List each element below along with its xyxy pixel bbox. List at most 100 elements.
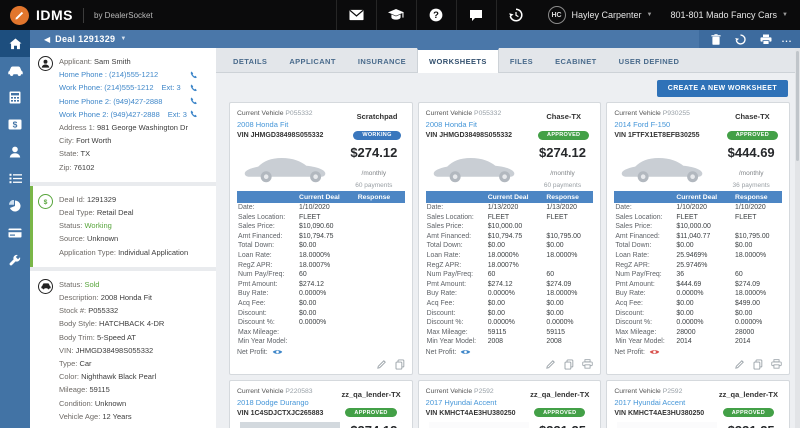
deal-table-row: Loan Rate: 18.0000% 18.0000% [426,251,594,261]
tab-applicant[interactable]: APPLICANT [289,56,336,66]
column-current-deal: Current Deal [676,193,718,201]
nav-home-icon[interactable] [0,30,30,57]
vehicle-link[interactable]: 2014 Ford F-150 [614,120,671,129]
field-row: Condition: Unknown [59,397,210,410]
copy-worksheet-icon[interactable] [395,359,405,370]
scrollbar[interactable] [795,48,800,428]
deal-main-area: DETAILS APPLICANT INSURANCE WORKSHEETS FILES… [216,48,800,428]
help-icon[interactable]: ? [415,0,456,30]
nav-tools-icon[interactable] [0,246,30,273]
tab-worksheets[interactable]: WORKSHEETS [417,48,499,73]
tab-user-defined[interactable]: USER DEFINED [618,56,680,66]
current-deal-value: 0.0000% [487,319,515,327]
tab-ecabinet[interactable]: ECABINET [555,56,597,66]
vehicle-link[interactable]: 2008 Honda Fit [425,120,477,129]
copy-worksheet-icon[interactable] [753,359,763,370]
net-profit-row: Net Profit: [426,347,594,358]
vehicle-image [237,422,343,428]
create-worksheet-button[interactable]: CREATE A NEW WORKSHEET [656,80,788,97]
vehicle-image [614,422,720,428]
phone-icon[interactable] [190,71,198,79]
edit-worksheet-icon[interactable] [546,359,556,370]
edit-worksheet-icon[interactable] [376,359,387,370]
nav-reports-icon[interactable] [0,192,30,219]
current-vehicle-label: Current Vehicle [237,387,284,395]
vehicle-link[interactable]: 2017 Hyundai Accent [614,397,686,407]
column-current-deal: Current Deal [487,193,529,201]
more-actions-icon[interactable]: ... [781,34,793,44]
response-value [546,222,593,232]
current-vehicle-label: Current Vehicle [237,110,284,117]
deal-table-row: Buy Rate: 0.0000% 18.0000% [614,289,782,299]
print-deal-icon[interactable] [753,30,778,48]
phone-row[interactable]: Work Phone 2: (949)427-2888 Ext: 3 [59,108,210,121]
scrollbar-thumb[interactable] [796,51,799,161]
net-profit-eye-icon[interactable] [460,348,471,356]
deal-table-row: Acq Fee: $0.00 $499.00 [614,299,782,309]
nav-billing-icon[interactable] [0,219,30,246]
card-vehicle-info: Current Vehicle P2592 2017 Hyundai Accen… [614,387,704,419]
nav-payments-icon[interactable]: $ [0,111,30,138]
vehicle-link[interactable]: 2008 Honda Fit [237,120,289,129]
vin-text: VIN JHMGD38498S055332 [237,132,324,139]
dealership-menu[interactable]: 801-801 Mado Fancy Cars ▼ [664,10,800,20]
delete-deal-icon[interactable] [703,30,728,48]
phone-icon[interactable] [190,110,198,118]
deal-tabs: DETAILS APPLICANT INSURANCE WORKSHEETS FILES… [216,48,800,73]
edit-worksheet-icon[interactable] [735,359,745,370]
phone-row[interactable]: Home Phone 2: (949)427-2888 [59,95,210,108]
worksheet-card: Current Vehicle P220583 2018 Dodge Duran… [229,379,413,428]
vehicle-link[interactable]: 2018 Dodge Durango [237,397,309,407]
payment-summary: $274.12 /monthly 60 payments [532,144,594,189]
back-icon[interactable]: ◀ [44,34,51,44]
current-deal-value: 36 [676,271,685,279]
net-profit-eye-icon[interactable] [649,348,660,356]
worksheet-card-header: Current Vehicle P930255 2014 Ford F-150 … [614,109,782,141]
response-value [358,213,405,223]
mail-icon[interactable] [335,0,376,30]
phone-icon[interactable] [190,97,198,105]
phone-number[interactable]: Work Phone 2: (949)427-2888 [59,109,160,119]
nav-tasks-icon[interactable] [0,165,30,192]
deal-caret-icon[interactable]: ▼ [120,36,127,42]
phone-icon[interactable] [190,84,198,92]
row-label: Date: [426,204,444,211]
history-icon[interactable] [495,0,536,30]
response-value [358,232,405,242]
print-worksheet-icon[interactable] [771,359,782,370]
vehicle-link[interactable]: 2017 Hyundai Accent [425,397,497,407]
response-value: $10,795.00 [735,232,770,240]
net-profit-eye-icon[interactable] [272,348,283,356]
refresh-icon[interactable] [728,30,753,48]
deal-table-row: Loan Rate: 18.0000% [237,251,405,261]
training-graduation-cap-icon[interactable] [375,0,416,30]
phone-number[interactable]: Home Phone : (214)555-1212 [59,70,159,80]
response-value: $0.00 [735,242,753,250]
nav-contacts-icon[interactable] [0,138,30,165]
row-label: RegZ APR: [426,261,462,269]
print-worksheet-icon[interactable] [582,359,593,370]
response-value [358,241,405,251]
phone-ext: Ext: 3 [167,109,187,119]
copy-worksheet-icon[interactable] [564,359,574,370]
tab-files[interactable]: FILES [509,56,534,66]
chat-icon[interactable] [455,0,496,30]
tab-details[interactable]: DETAILS [233,56,268,66]
nav-calculator-icon[interactable] [0,84,30,111]
phone-number[interactable]: Work Phone: (214)555-1212 [59,83,154,93]
phone-row[interactable]: Work Phone: (214)555-1212 Ext: 3 [59,81,210,94]
user-avatar[interactable]: HC [547,6,566,24]
field-value: P055332 [88,306,119,316]
response-value: 18.0000% [546,290,578,298]
response-value [358,289,405,299]
payments-count: 36 payments [732,182,770,189]
deal-table-row: Buy Rate: 0.0000% 18.0000% [426,289,594,299]
nav-vehicles-icon[interactable] [0,57,30,84]
phone-row[interactable]: Home Phone : (214)555-1212 [59,68,210,81]
deal-actions: ... [699,30,800,48]
phone-number[interactable]: Home Phone 2: (949)427-2888 [59,96,163,106]
field-value: Sold [84,279,100,289]
user-menu[interactable]: Hayley Carpenter ▼ [566,10,665,20]
lender-name: Chase-TX [735,112,770,121]
tab-insurance[interactable]: INSURANCE [357,56,407,66]
